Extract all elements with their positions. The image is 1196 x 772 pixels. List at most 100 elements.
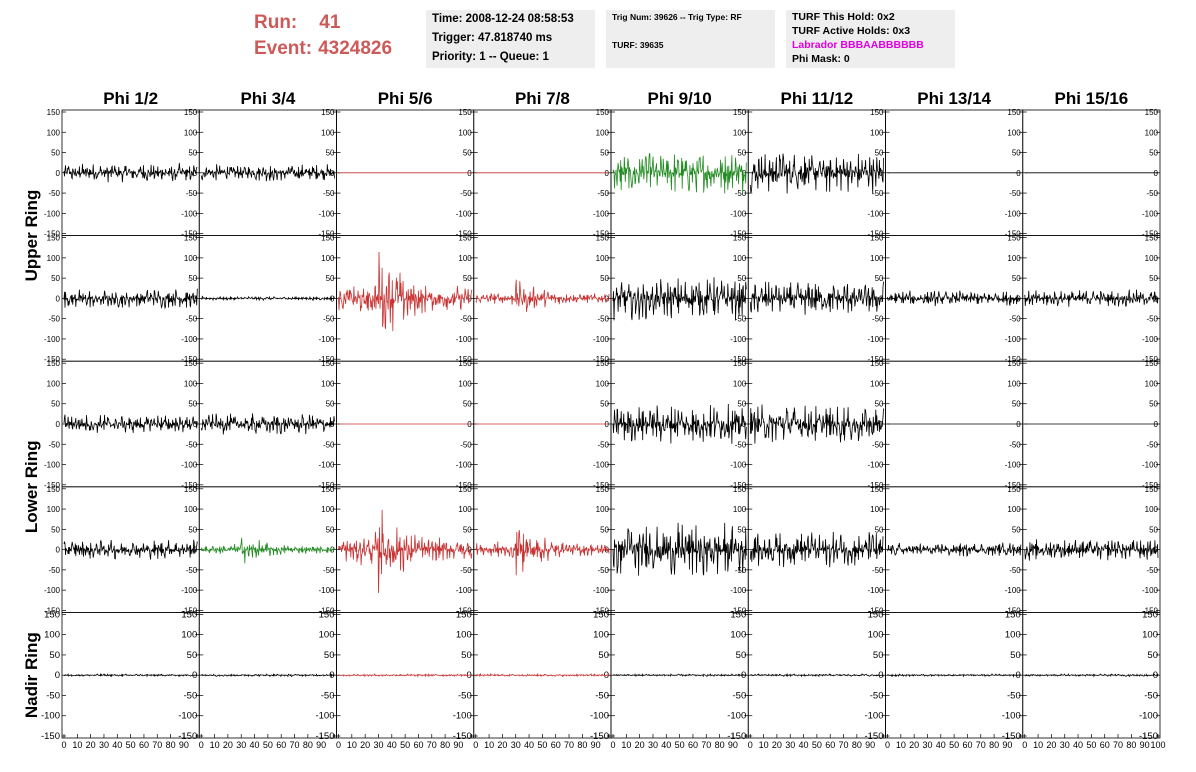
y-tick-label: 50 xyxy=(737,149,746,158)
x-tick-label: 0 xyxy=(199,740,204,750)
waveform-trace xyxy=(887,673,1022,678)
y-tick-label: -50 xyxy=(323,315,335,324)
waveform-trace xyxy=(1024,289,1159,307)
y-tick-label: 150 xyxy=(321,108,335,117)
y-tick-label: 100 xyxy=(1007,505,1021,514)
y-tick-label: -150 xyxy=(318,606,335,615)
y-tick-label: -100 xyxy=(44,461,61,470)
y-tick-label: -100 xyxy=(730,335,747,344)
y-tick-label: 50 xyxy=(463,149,472,158)
x-tick-label: 50 xyxy=(949,740,959,750)
y-tick-label: 50 xyxy=(463,525,472,534)
turf-active-text: TURF Active Holds: 0x3 xyxy=(792,25,911,37)
y-tick-label: -50 xyxy=(184,690,198,701)
y-tick-label: 100 xyxy=(184,379,198,388)
y-tick-label: 150 xyxy=(1007,234,1021,243)
x-tick-label: 30 xyxy=(922,740,932,750)
x-tick-label: 80 xyxy=(1126,740,1136,750)
x-tick-label: 20 xyxy=(909,740,919,750)
y-tick-label: 50 xyxy=(875,274,884,283)
run-value: 41 xyxy=(319,12,341,33)
x-tick-label: 40 xyxy=(1073,740,1083,750)
y-tick-label: 50 xyxy=(598,650,609,661)
y-tick-label: 50 xyxy=(1012,274,1021,283)
run-event-block: Run: 41 Event: 4324826 xyxy=(254,10,392,62)
y-tick-label: -50 xyxy=(186,189,198,198)
ring-label: Upper Ring xyxy=(22,190,41,282)
x-tick-label: 20 xyxy=(360,740,370,750)
x-tick-label: 20 xyxy=(223,740,233,750)
waveform-trace xyxy=(1024,673,1159,678)
x-tick-label: 10 xyxy=(759,740,769,750)
y-tick-label: 100 xyxy=(184,128,198,137)
y-tick-label: -100 xyxy=(453,711,472,722)
y-tick-label: 100 xyxy=(596,254,610,263)
y-tick-label: -50 xyxy=(870,690,884,701)
y-tick-label: 50 xyxy=(51,525,60,534)
y-tick-label: 150 xyxy=(321,485,335,494)
y-tick-label: -150 xyxy=(318,230,335,239)
y-tick-label: 0 xyxy=(192,670,197,681)
y-tick-label: 50 xyxy=(1012,149,1021,158)
y-tick-label: 50 xyxy=(324,650,335,661)
x-tick-label: 20 xyxy=(497,740,507,750)
y-tick-label: 150 xyxy=(47,359,61,368)
waveform-trace xyxy=(338,673,473,678)
y-tick-label: 150 xyxy=(47,108,61,117)
y-tick-label: 150 xyxy=(1145,359,1159,368)
y-tick-label: -100 xyxy=(456,335,473,344)
y-tick-label: -100 xyxy=(44,586,61,595)
y-tick-label: 100 xyxy=(733,505,747,514)
run-label: Run: xyxy=(254,12,298,33)
y-tick-label: 50 xyxy=(51,400,60,409)
y-tick-label: -50 xyxy=(48,189,60,198)
y-tick-label: 0 xyxy=(56,169,61,178)
y-tick-label: 50 xyxy=(326,149,335,158)
y-tick-label: -50 xyxy=(46,690,60,701)
y-tick-label: -100 xyxy=(456,209,473,218)
y-tick-label: -100 xyxy=(1142,335,1159,344)
y-tick-label: 100 xyxy=(1145,254,1159,263)
y-tick-label: 50 xyxy=(1012,400,1021,409)
x-tick-label: 40 xyxy=(936,740,946,750)
y-tick-label: 150 xyxy=(184,108,198,117)
y-tick-label: -50 xyxy=(1009,440,1021,449)
y-tick-label: -150 xyxy=(593,606,610,615)
ring-label: Nadir Ring xyxy=(22,632,41,718)
x-tick-label: 80 xyxy=(440,740,450,750)
y-tick-label: -150 xyxy=(44,230,61,239)
column-title: Phi 9/10 xyxy=(647,89,711,108)
x-tick-label: 50 xyxy=(1086,740,1096,750)
y-tick-label: -150 xyxy=(730,606,747,615)
x-tick-label: 10 xyxy=(621,740,631,750)
x-tick-label: 20 xyxy=(1046,740,1056,750)
y-tick-label: 150 xyxy=(184,234,198,243)
x-tick-label: 40 xyxy=(387,740,397,750)
waveform-trace xyxy=(749,281,884,315)
y-tick-label: -100 xyxy=(727,711,746,722)
y-tick-label: -150 xyxy=(178,731,197,742)
x-tick-label: 0 xyxy=(61,740,66,750)
y-tick-label: 100 xyxy=(1007,128,1021,137)
y-tick-label: -100 xyxy=(1142,461,1159,470)
y-tick-label: 50 xyxy=(1149,525,1158,534)
column-title: Phi 11/12 xyxy=(780,89,853,108)
y-tick-label: -150 xyxy=(1005,606,1022,615)
x-tick-label: 10 xyxy=(896,740,906,750)
y-tick-label: -50 xyxy=(1007,690,1021,701)
y-tick-label: -100 xyxy=(864,711,883,722)
y-tick-label: 0 xyxy=(56,546,61,555)
y-tick-label: 100 xyxy=(596,505,610,514)
y-tick-label: -100 xyxy=(1005,461,1022,470)
y-tick-label: 50 xyxy=(187,650,198,661)
y-tick-label: -100 xyxy=(1005,586,1022,595)
x-tick-label: 100 xyxy=(1150,740,1165,750)
waveform-trace xyxy=(201,295,335,302)
y-tick-label: -150 xyxy=(730,355,747,364)
y-tick-label: 150 xyxy=(321,359,335,368)
y-tick-label: 0 xyxy=(466,670,471,681)
y-tick-label: -100 xyxy=(1142,586,1159,595)
y-tick-label: -150 xyxy=(181,481,198,490)
y-tick-label: -150 xyxy=(593,355,610,364)
y-tick-label: 150 xyxy=(181,609,197,620)
